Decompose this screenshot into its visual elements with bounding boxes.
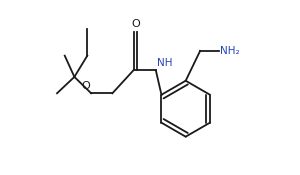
Text: O: O bbox=[82, 81, 90, 91]
Text: O: O bbox=[131, 19, 140, 29]
Text: NH: NH bbox=[157, 58, 172, 68]
Text: NH₂: NH₂ bbox=[220, 46, 240, 56]
